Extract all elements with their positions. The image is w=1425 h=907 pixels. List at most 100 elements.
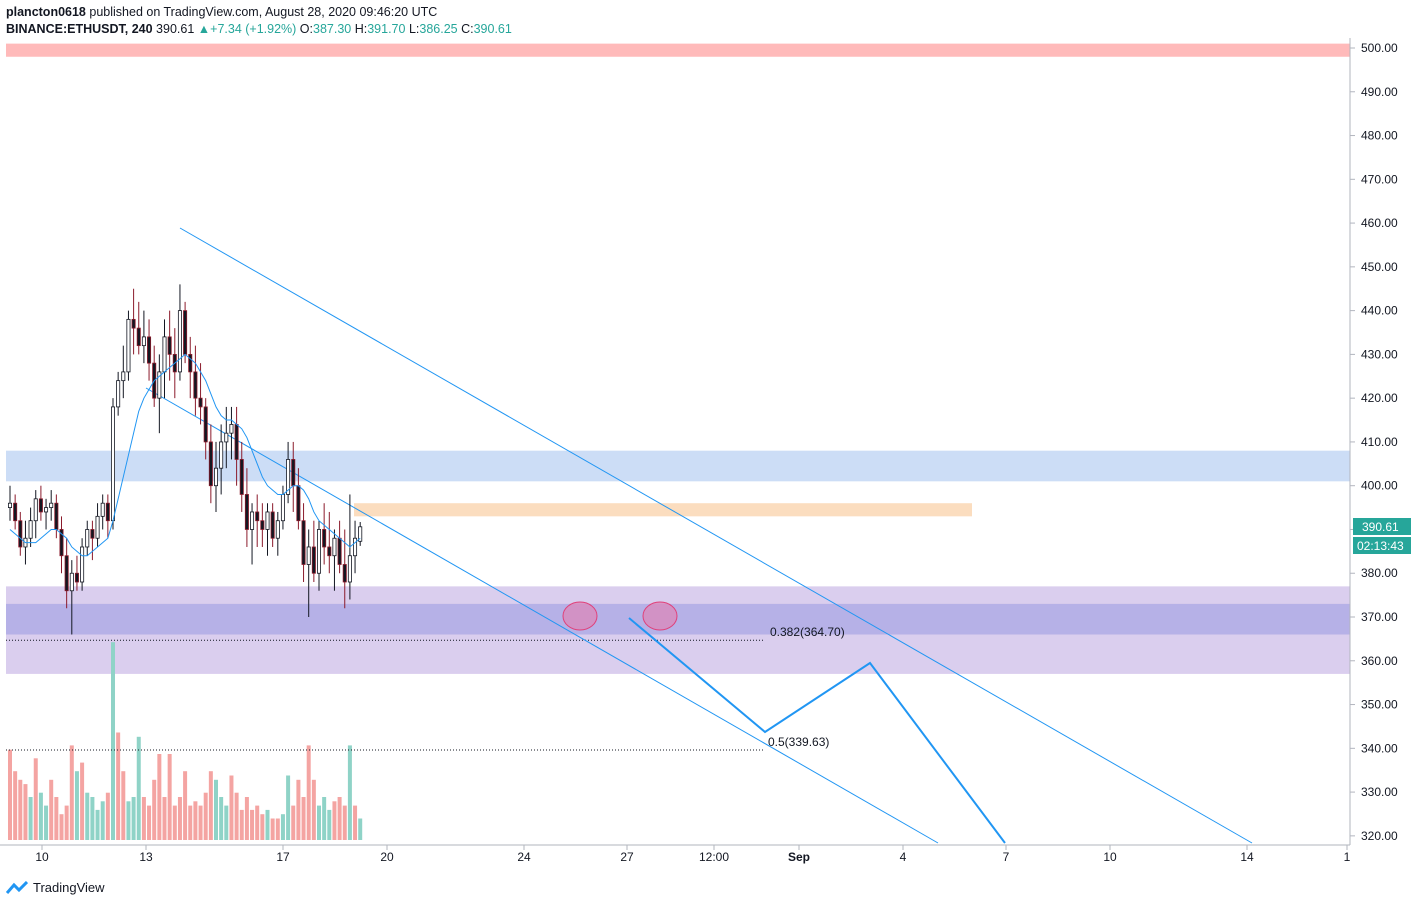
volume-bar [28,797,33,840]
volume-bar [234,792,239,840]
open-label: O: [299,22,313,36]
price-tick-label: 320.00 [1361,829,1398,843]
volume-bar [291,805,296,840]
candle-body [337,537,342,565]
price-tick-label: 370.00 [1361,610,1398,624]
volume-bar [126,801,131,840]
price-tick-label: 380.00 [1361,566,1398,580]
high-value: 391.70 [367,22,406,36]
zone-purple-support-inner [6,603,1350,635]
publisher-name[interactable]: plancton0618 [6,5,86,19]
candle-body [229,424,234,434]
volume-bar [219,797,224,840]
candle-body [54,502,59,530]
volume-bar [244,797,249,840]
volume-bar [74,771,79,840]
volume-bar [250,809,255,840]
price-tick-label: 430.00 [1361,347,1398,361]
candle-body [347,555,352,583]
publish-info: published on TradingView.com, August 28,… [89,5,438,19]
candle-body [167,336,172,355]
volume-bar [183,771,188,840]
chart-header: plancton0618 published on TradingView.co… [6,4,512,38]
candle-body [7,502,12,508]
volume-bar [141,797,146,840]
volume-bar [177,797,182,840]
volume-bar [188,805,193,840]
volume-bar [18,779,23,840]
volume-bar [203,792,208,840]
volume-bar [270,818,275,840]
countdown-tag-text: 02:13:43 [1357,539,1404,553]
fib-5-label: 0.5(339.63) [768,735,829,749]
price-tick-label: 450.00 [1361,260,1398,274]
volume-bar [69,745,74,840]
candle-body [157,371,162,399]
candle-body [13,502,18,522]
volume-bar [59,814,64,840]
candle-body [69,572,74,592]
volume-bar [44,805,49,840]
time-tick-label: 12:00 [699,850,729,864]
candle-body [85,529,90,548]
candle-body [311,546,316,574]
time-axis: 10 13 17 20 24 27 12:00 Sep 4 7 10 14 1 [0,844,1351,864]
channel-lower-line [145,387,939,844]
volume-bar [208,771,213,840]
volume-bar [162,797,167,840]
volume-bar [306,745,311,840]
candle-body [44,507,49,513]
price-tick-label: 470.00 [1361,172,1398,186]
candle-body [105,502,110,522]
candle-body [306,546,311,565]
symbol-name[interactable]: BINANCE:ETHUSDT, 240 [6,22,153,36]
price-tick-label: 410.00 [1361,435,1398,449]
low-marker-1 [562,601,598,631]
tradingview-logo[interactable]: TradingView [6,880,105,895]
last-price-tag-text: 390.61 [1362,520,1399,534]
candles-layer [7,284,363,635]
time-tick-label: 14 [1240,850,1254,864]
price-tick-label: 360.00 [1361,654,1398,668]
low-marker-2 [642,601,678,631]
candle-body [49,502,54,508]
candle-body [342,564,347,583]
candle-body [111,406,116,522]
candle-body [116,380,121,408]
zones-layer [6,43,1350,674]
zone-resistance-top [6,43,1350,57]
candle-body [90,529,95,539]
candle-body [270,511,275,539]
price-change: +7.34 (+1.92%) [210,22,297,36]
candle-body [33,498,38,522]
price-axis: 500.00 490.00 480.00 470.00 460.00 450.00 440.… [1349,38,1398,845]
volume-layer [8,642,363,840]
fib-lines-layer [6,639,765,751]
candle-body [38,498,43,513]
candle-body [224,432,229,443]
channel-upper-line [179,227,1253,844]
price-tick-label: 500.00 [1361,41,1398,55]
trend-channel-layer [145,227,1253,844]
high-label: H: [354,22,368,36]
volume-bar [280,814,285,840]
candle-body [177,310,182,373]
time-tick-label: 27 [620,850,634,864]
countdown-tag [1353,537,1411,554]
candle-body [126,318,131,373]
volume-bar [8,749,12,840]
close-label: C: [461,22,474,36]
volume-bar [193,801,198,840]
volume-bar [23,784,28,840]
candle-body [280,494,285,522]
price-tick-label: 420.00 [1361,391,1398,405]
candle-body [296,485,301,522]
volume-bar [311,779,316,840]
publish-line: plancton0618 published on TradingView.co… [6,4,512,21]
candle-body [286,459,291,495]
last-price-tag [1353,518,1411,535]
candle-body [59,529,64,557]
candle-body [322,529,327,548]
volume-bar [38,792,43,840]
